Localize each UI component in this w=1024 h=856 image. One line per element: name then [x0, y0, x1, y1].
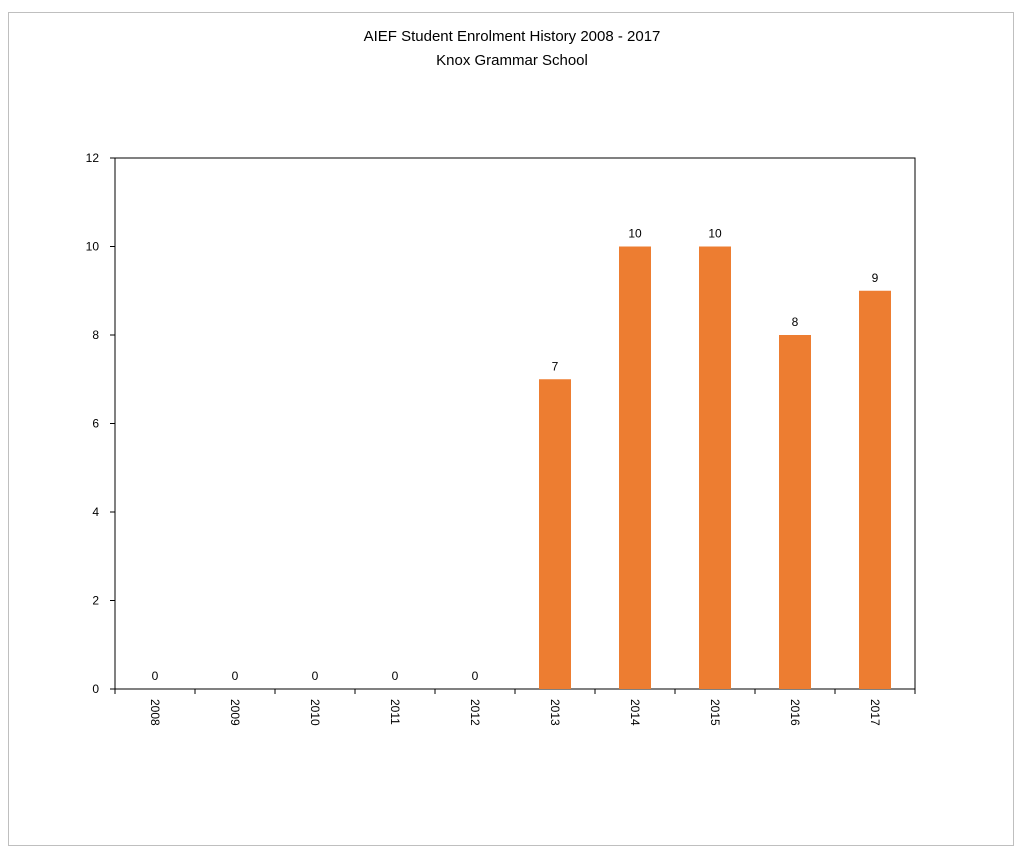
- x-tick-label: 2011: [388, 699, 402, 725]
- data-label: 7: [552, 359, 559, 373]
- chart-title: AIEF Student Enrolment History 2008 - 20…: [363, 28, 661, 45]
- data-label: 0: [472, 669, 479, 683]
- chart-subtitle: Knox Grammar School: [436, 52, 588, 69]
- bar: [619, 246, 651, 689]
- y-tick-label: 12: [86, 151, 100, 165]
- data-label: 10: [628, 227, 642, 241]
- y-tick-label: 2: [92, 594, 99, 608]
- x-tick-label: 2015: [708, 699, 722, 726]
- bar: [699, 246, 731, 689]
- x-tick-label: 2013: [548, 699, 562, 726]
- x-tick-label: 2010: [308, 699, 322, 726]
- data-labels: 0 0 0 0 0 7 10 10 8 9: [152, 227, 879, 684]
- x-tick-label: 2009: [228, 699, 242, 726]
- y-tick-label: 8: [92, 328, 99, 342]
- x-tick-label: 2014: [628, 699, 642, 726]
- bar: [859, 290, 891, 689]
- bar: [779, 335, 811, 689]
- data-label: 9: [872, 271, 879, 285]
- x-axis: 2008 2009 2010 2011 2012 2013 2014 2015 2016 2017: [114, 689, 916, 726]
- data-label: 0: [152, 669, 159, 683]
- x-tick-label: 2016: [788, 699, 802, 726]
- bar: [539, 379, 571, 689]
- y-tick-label: 10: [86, 240, 100, 254]
- x-tick-label: 2012: [468, 699, 482, 726]
- y-tick-label: 6: [92, 417, 99, 431]
- y-axis: 0 2 4 6 8 10 12: [86, 151, 115, 696]
- data-label: 8: [792, 315, 799, 329]
- data-label: 10: [708, 227, 722, 241]
- x-tick-label: 2017: [868, 699, 882, 726]
- x-tick-label: 2008: [148, 699, 162, 726]
- y-tick-label: 4: [92, 505, 99, 519]
- data-label: 0: [232, 669, 239, 683]
- chart-frame: [8, 12, 1014, 846]
- data-label: 0: [392, 669, 399, 683]
- y-tick-label: 0: [92, 682, 99, 696]
- bars: [539, 246, 891, 689]
- data-label: 0: [312, 669, 319, 683]
